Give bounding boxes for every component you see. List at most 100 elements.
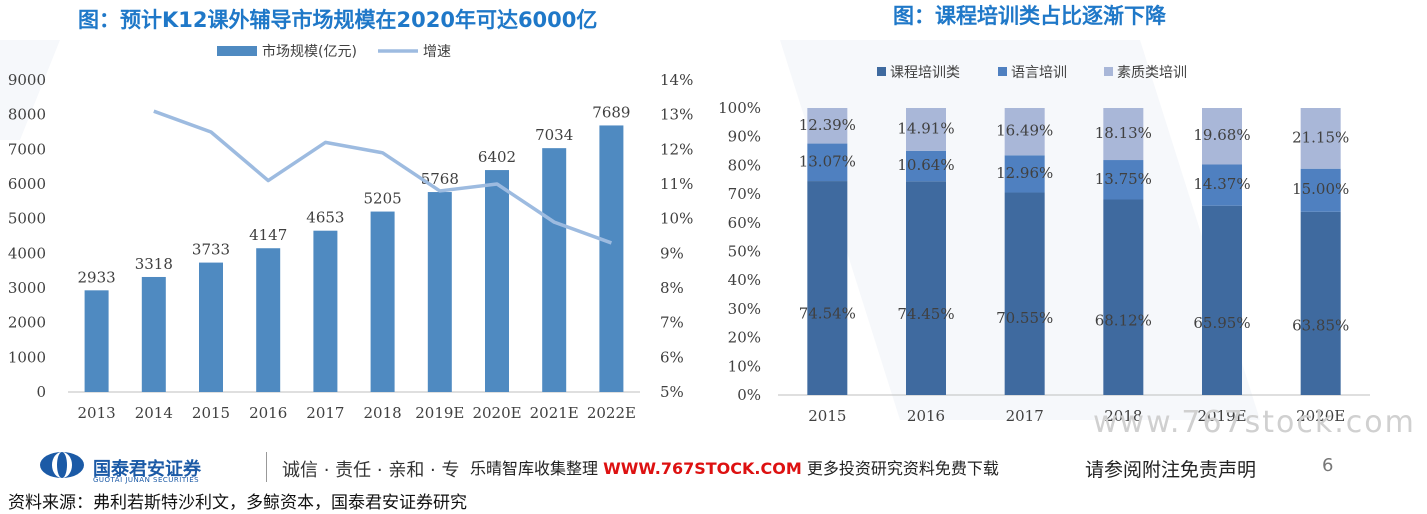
stack-segment [1202,205,1242,395]
x-tick-label: 2021E [530,404,579,422]
segment-label: 14.37% [1193,175,1250,193]
left-y-tick: 6000 [8,175,46,193]
market-size-bar [599,125,624,392]
x-tick-label: 2013 [78,404,116,422]
stack-segment [1300,211,1341,395]
x-tick-label: 2020E [472,404,521,422]
bar-value-label: 4147 [249,226,287,244]
market-size-bar [370,211,395,392]
stack-segment [1103,108,1144,161]
share-y-tick: 80% [728,156,761,174]
share-y-tick: 0% [737,386,761,404]
left-chart-title: 图：预计K12课外辅导市场规模在2020年可达6000亿 [78,8,597,32]
footer-divider [266,452,267,482]
watermark-prefix: 乐晴智库收集整理 [470,459,599,478]
share-x-tick-label: 2020E [1296,407,1345,425]
stack-segment [1202,108,1242,165]
bar-value-label: 3318 [135,255,173,273]
segment-label: 10.64% [897,156,954,174]
segment-label: 18.13% [1095,124,1152,142]
market-size-bar [313,230,338,392]
stack-segment [1004,192,1045,395]
share-x-tick-label: 2017 [1006,407,1044,425]
right-y-tick: 9% [660,244,684,262]
share-x-tick-label: 2015 [808,407,846,425]
legend-language-label: 语言培训 [1011,65,1067,81]
x-tick-label: 2015 [192,404,230,422]
company-logo-en: GUOTAI JUNAN SECURITIES [93,476,200,484]
right-y-tick: 8% [660,279,684,297]
company-slogan: 诚信 · 责任 · 亲和 · 专 [282,460,460,481]
stack-segment [807,108,848,144]
share-y-tick: 30% [728,300,761,318]
logo-icon [40,452,84,478]
right-y-tick: 5% [660,383,684,401]
market-size-bar [427,192,452,392]
bar-value-label: 4653 [306,209,344,227]
segment-label: 14.91% [897,119,954,137]
market-size-bar [199,262,223,392]
segment-label: 12.39% [799,116,856,134]
left-y-tick: 3000 [8,279,46,297]
right-y-tick: 13% [660,106,693,124]
legend-bar-swatch [217,46,257,56]
legend-bar-label: 市场规模(亿元) [262,43,357,60]
left-y-tick: 0 [36,383,46,401]
watermark-banner: 乐晴智库收集整理 WWW.767STOCK.COM 更多投资研究资料免费下载 [470,455,999,479]
legend-course-swatch [877,67,886,76]
segment-label: 19.68% [1193,126,1250,144]
big-watermark: www.767stock.com [1093,405,1416,440]
legend-course-label: 课程培训类 [890,65,960,81]
share-x-tick-label: 2016 [907,407,945,425]
stack-segment [807,181,848,395]
watermark-url[interactable]: WWW.767STOCK.COM [603,459,802,478]
x-tick-label: 2019E [415,404,464,422]
stack-segment [906,181,946,395]
left-y-tick: 7000 [8,140,46,158]
legend-line-label: 增速 [423,44,451,60]
share-y-tick: 70% [728,185,761,203]
bar-value-label: 7689 [592,103,630,121]
market-size-bar [141,276,166,392]
left-y-tick: 5000 [8,210,46,228]
left-y-tick: 1000 [8,348,46,366]
stack-segment [1300,168,1341,212]
market-size-bar [542,148,567,392]
segment-label: 70.55% [996,309,1053,327]
segment-label: 16.49% [996,122,1053,140]
page-number: 6 [1322,455,1334,476]
share-y-tick: 40% [728,271,761,289]
stack-segment [906,108,946,151]
growth-rate-line [153,109,612,245]
x-tick-label: 2014 [135,404,173,422]
segment-label: 63.85% [1292,316,1349,334]
segment-label: 15.00% [1292,180,1349,198]
left-y-tick: 2000 [8,314,46,332]
segment-label: 21.15% [1292,128,1349,146]
x-tick-label: 2018 [364,404,402,422]
left-y-tick: 8000 [8,106,46,124]
company-logo-name: 国泰君安证券 [93,459,201,480]
right-chart-title: 图：课程培训类占比逐渐下降 [893,4,1167,28]
bar-value-label: 3733 [192,241,230,259]
x-tick-label: 2016 [249,404,287,422]
stack-segment [1004,108,1045,156]
legend-quality-swatch [1104,67,1113,76]
left-y-tick: 4000 [8,244,46,262]
right-y-tick: 12% [660,140,693,158]
bar-value-label: 2933 [78,268,116,286]
right-y-tick: 6% [660,348,684,366]
segment-label: 13.75% [1095,170,1152,188]
market-size-bar [485,170,509,392]
share-y-tick: 90% [728,128,761,146]
right-y-tick: 7% [660,314,684,332]
market-size-bar [256,248,281,392]
segment-label: 74.45% [897,305,954,323]
stack-segment [1004,155,1045,193]
right-chart-legend: 课程培训类 语言培训 素质类培训 [877,65,1187,81]
stack-segment [807,143,848,182]
segment-label: 13.07% [799,152,856,170]
bar-value-label: 7034 [535,126,573,144]
source-note: 资料来源：弗利若斯特沙利文，多鲸资本，国泰君安证券研究 [8,493,467,513]
